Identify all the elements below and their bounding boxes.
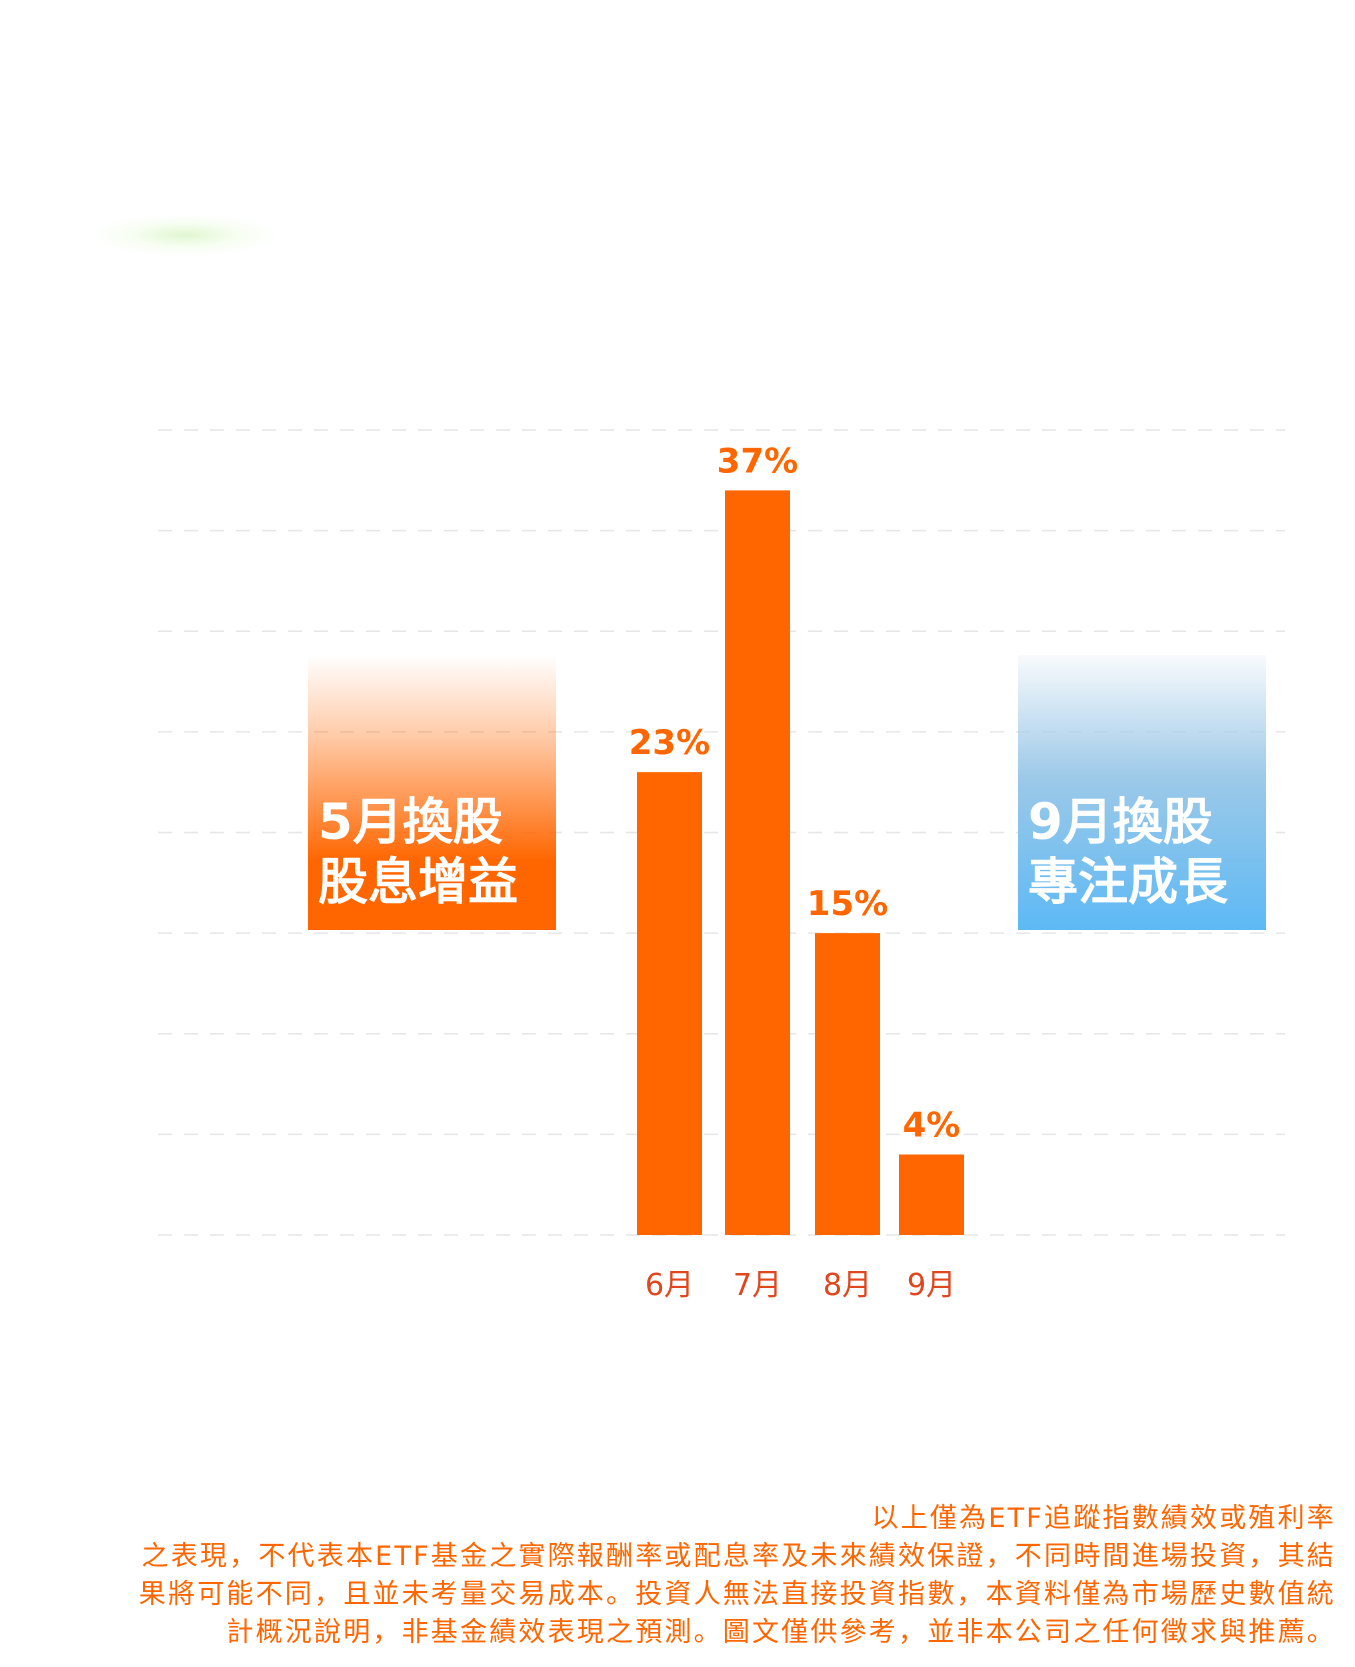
badge-sep-line1: 9月換股 [1028,793,1213,851]
bar-1 [637,772,702,1235]
badge-may-rebalance: 5月換股 股息增益 [308,655,556,930]
bar-3 [815,933,880,1235]
disclaimer-line: 果將可能不同，且並未考量交易成本。投資人無法直接投資指數，本資料僅為市場歷史數值… [138,1579,1336,1610]
x-tick-label: 9月 [907,1268,956,1303]
disclaimer-line: 之表現，不代表本ETF基金之實際報酬率或配息率及未來績效保證，不同時間進場投資，… [141,1541,1336,1572]
bar-2 [725,490,790,1235]
x-tick-label: 8月 [823,1268,872,1303]
bars [637,490,964,1235]
bar-4 [899,1154,964,1235]
badge-may-line2: 股息增益 [318,853,518,911]
x-tick-label: 6月 [645,1268,694,1303]
decorative-glow [95,215,275,255]
data-label: 15% [807,884,888,924]
badge-sep-line2: 專注成長 [1028,853,1228,911]
data-label: 37% [717,441,798,481]
badge-may-line1: 5月換股 [318,793,503,851]
disclaimer-line: 以上僅為ETF追蹤指數績效或殖利率 [871,1503,1336,1534]
bar-chart: 23% 37% 15% 4% 6月 7月 8月 9月 [158,429,1285,1303]
data-label: 23% [629,723,710,763]
data-labels: 23% 37% 15% 4% [629,441,961,1145]
x-tick-labels: 6月 7月 8月 9月 [645,1268,956,1303]
data-label: 4% [903,1106,961,1146]
x-tick-label: 7月 [733,1268,782,1303]
disclaimer-line: 計概況說明，非基金績效表現之預測。圖文僅供參考，並非本公司之任何徵求與推薦。 [226,1617,1336,1648]
badge-sep-rebalance: 9月換股 專注成長 [1018,655,1266,930]
disclaimer: 以上僅為ETF追蹤指數績效或殖利率 之表現，不代表本ETF基金之實際報酬率或配息… [14,1500,1336,1652]
